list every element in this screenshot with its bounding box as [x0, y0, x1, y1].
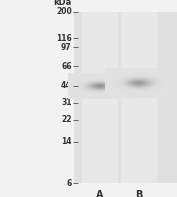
Text: 14: 14: [61, 137, 72, 146]
Text: A: A: [96, 190, 104, 197]
Text: 66: 66: [61, 61, 72, 71]
Bar: [121, 12, 157, 183]
Text: 44: 44: [61, 81, 72, 90]
Text: 116: 116: [56, 34, 72, 43]
Text: 200: 200: [56, 7, 72, 16]
Text: 22: 22: [61, 115, 72, 124]
Text: B: B: [135, 190, 143, 197]
Bar: [74, 12, 177, 183]
Bar: [82, 12, 118, 183]
Text: 31: 31: [61, 98, 72, 107]
Text: 97: 97: [61, 43, 72, 52]
Text: kDa: kDa: [53, 0, 72, 7]
Text: 6: 6: [66, 179, 72, 188]
